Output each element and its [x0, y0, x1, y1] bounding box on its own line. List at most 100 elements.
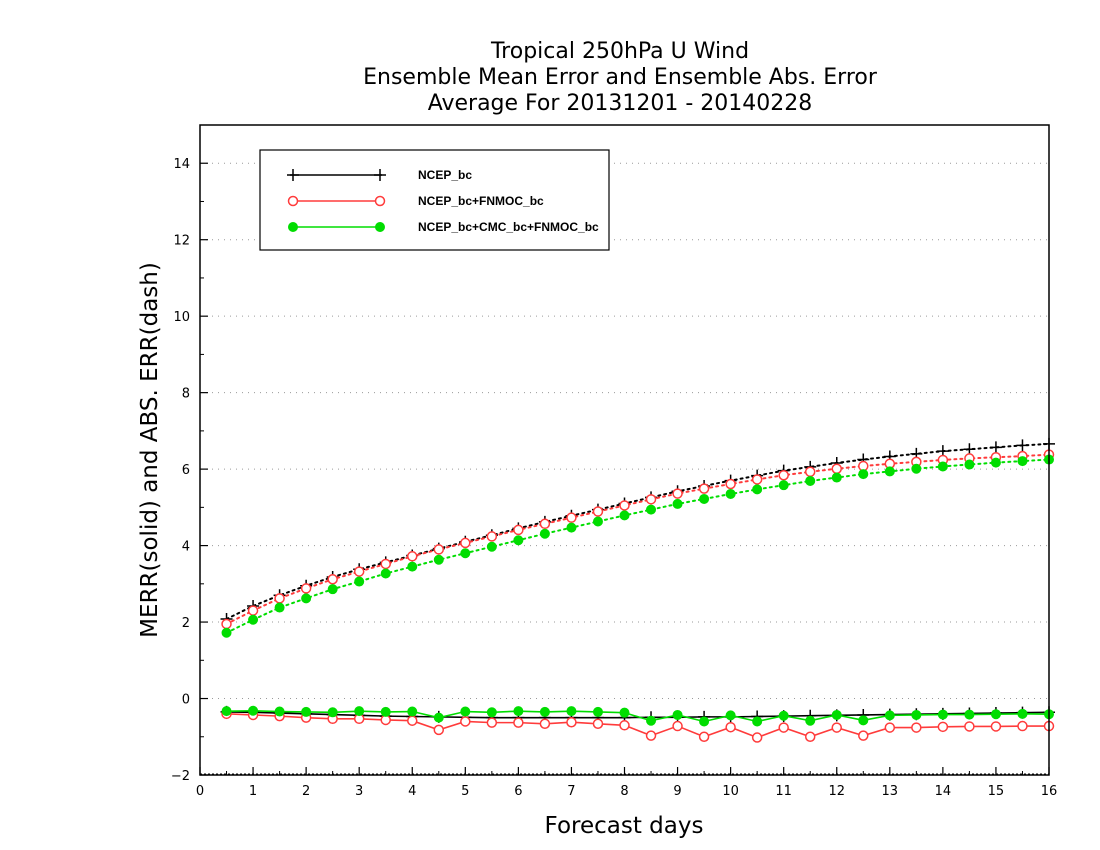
- abs-error-point: [248, 614, 259, 625]
- abs-error-point: [566, 512, 577, 523]
- mean-error-point: [433, 724, 445, 736]
- title-line-1: Tropical 250hPa U Wind: [490, 39, 749, 64]
- mean-error-point: [858, 715, 869, 726]
- abs-error-point: [989, 441, 1002, 454]
- abs-error-line: [225, 453, 1050, 625]
- mean-error-point: [592, 718, 604, 730]
- x-tick-label: 13: [882, 784, 899, 799]
- x-tick-label: 4: [408, 784, 416, 799]
- mean-error-line: [226, 709, 1050, 723]
- mean-error-point: [1017, 708, 1028, 719]
- mean-error-point: [539, 718, 551, 730]
- mean-error-point: [858, 730, 869, 741]
- mean-error-point: [646, 715, 657, 726]
- abs-error-point: [699, 493, 710, 504]
- mean-error-point: [964, 709, 975, 720]
- abs-error-point: [380, 568, 391, 579]
- mean-error-point: [884, 722, 896, 733]
- mean-error-point: [990, 709, 1001, 720]
- mean-error-point: [274, 706, 285, 717]
- series-1: [221, 449, 1055, 743]
- abs-error-point: [672, 488, 683, 499]
- mean-error-point: [619, 720, 630, 731]
- mean-error-point: [805, 715, 816, 726]
- legend-marker: [288, 222, 298, 232]
- mean-error-point: [937, 721, 949, 733]
- mean-error-point: [354, 706, 365, 717]
- abs-error-point: [778, 480, 789, 491]
- mean-error-point: [1017, 720, 1028, 732]
- y-tick-label: 8: [182, 387, 190, 402]
- mean-error-point: [513, 717, 524, 728]
- abs-error-point: [911, 463, 922, 474]
- mean-error-point: [327, 707, 338, 718]
- y-tick-label: 14: [173, 157, 190, 172]
- abs-error-point: [274, 593, 285, 604]
- mean-error-point: [407, 706, 418, 717]
- legend-marker: [375, 222, 385, 232]
- mean-error-point: [513, 706, 524, 717]
- abs-error-point: [725, 478, 736, 490]
- abs-error-point: [539, 518, 551, 530]
- mean-error-point: [672, 709, 683, 720]
- abs-error-point: [831, 463, 842, 474]
- abs-error-point: [990, 457, 1001, 468]
- mean-error-point: [937, 709, 948, 720]
- x-tick-label: 7: [567, 784, 575, 799]
- abs-error-line: [225, 458, 1050, 634]
- x-tick-label: 12: [828, 784, 845, 799]
- legend-marker: [374, 195, 386, 207]
- abs-error-point: [513, 524, 524, 536]
- mean-error-point: [778, 710, 789, 721]
- abs-error-point: [433, 554, 444, 565]
- mean-error-point: [566, 706, 577, 717]
- abs-error-line: [225, 442, 1050, 620]
- y-tick-label: −2: [171, 769, 190, 784]
- legend-label: NCEP_bc: [418, 168, 472, 182]
- abs-error-point: [274, 602, 285, 613]
- abs-error-point: [380, 558, 391, 570]
- abs-error-point: [645, 494, 657, 505]
- x-tick-label: 5: [461, 784, 469, 799]
- mean-error-point: [698, 731, 710, 743]
- mean-error-point: [778, 722, 789, 733]
- x-tick-label: 9: [673, 784, 681, 799]
- abs-error-point: [858, 469, 869, 480]
- abs-error-point: [354, 576, 365, 587]
- abs-error-point: [1017, 456, 1028, 467]
- mean-error-point: [380, 706, 391, 717]
- abs-error-point: [247, 605, 259, 616]
- mean-error-point: [486, 717, 498, 728]
- gridlines: [200, 162, 1049, 775]
- x-axis-label: Forecast days: [545, 813, 704, 839]
- mean-error-point: [751, 732, 763, 743]
- mean-error-point: [645, 730, 657, 741]
- abs-error-point: [486, 531, 498, 542]
- y-tick-label: 10: [173, 310, 190, 325]
- mean-error-point: [911, 709, 922, 720]
- abs-error-point: [725, 488, 736, 499]
- abs-error-point: [486, 541, 497, 552]
- abs-error-point: [460, 548, 471, 559]
- mean-error-point: [301, 706, 312, 717]
- legend-box: [259, 149, 610, 251]
- abs-error-point: [831, 472, 842, 483]
- series-2: [221, 454, 1054, 727]
- mean-error-point: [990, 721, 1002, 732]
- abs-error-point: [221, 618, 232, 630]
- mean-error-point: [407, 715, 418, 726]
- abs-error-point: [592, 506, 604, 517]
- abs-error-point: [353, 566, 365, 577]
- abs-error-point: [778, 469, 789, 481]
- mean-error-point: [433, 712, 444, 723]
- mean-error-point: [725, 710, 736, 721]
- mean-error-point: [964, 721, 975, 732]
- mean-error-point: [831, 722, 842, 733]
- abs-error-point: [751, 474, 763, 485]
- series-0: [220, 437, 1055, 724]
- mean-error-point: [831, 709, 842, 720]
- legend-label: NCEP_bc+FNMOC_bc: [418, 194, 544, 208]
- legend-marker: [374, 169, 386, 181]
